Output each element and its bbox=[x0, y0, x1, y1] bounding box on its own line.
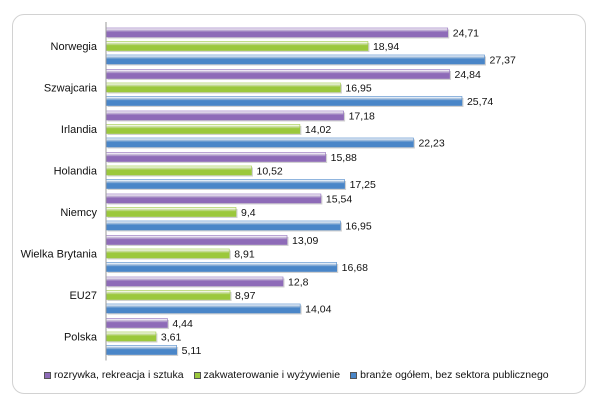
data-label: 14,04 bbox=[305, 304, 331, 316]
data-label: 13,09 bbox=[292, 235, 318, 247]
data-label: 27,37 bbox=[490, 55, 516, 67]
bar bbox=[105, 96, 463, 106]
data-label: 3,61 bbox=[161, 332, 182, 344]
bar bbox=[105, 54, 485, 65]
data-label: 25,74 bbox=[467, 96, 493, 108]
data-label: 16,68 bbox=[342, 262, 368, 274]
category-label: Wielka Brytania bbox=[21, 249, 98, 261]
category-label: Polska bbox=[64, 332, 98, 344]
data-label: 15,88 bbox=[331, 152, 357, 164]
data-label: 24,84 bbox=[455, 69, 481, 81]
category-label: Irlandia bbox=[61, 124, 98, 136]
data-label: 17,18 bbox=[349, 111, 375, 123]
data-label: 4,44 bbox=[172, 318, 193, 330]
data-label: 8,91 bbox=[234, 249, 255, 261]
category-label: EU27 bbox=[69, 290, 97, 302]
category-label: Niemcy bbox=[60, 207, 97, 219]
bar bbox=[105, 152, 326, 162]
category-label: Szwajcaria bbox=[44, 83, 98, 95]
data-label: 5,11 bbox=[182, 345, 202, 357]
data-label: 18,94 bbox=[373, 41, 399, 53]
legend-swatch-series-3 bbox=[350, 371, 358, 379]
data-label: 16,95 bbox=[345, 221, 371, 233]
legend: rozrywka, rekreacja i sztuka zakwaterowa… bbox=[44, 367, 549, 383]
bar bbox=[105, 345, 177, 355]
data-label: 17,25 bbox=[350, 179, 376, 191]
legend-label-series-1: rozrywka, rekreacja i sztuka bbox=[54, 369, 184, 381]
bar bbox=[105, 220, 341, 231]
bar bbox=[105, 27, 449, 38]
bar bbox=[105, 165, 252, 176]
data-label: 16,95 bbox=[345, 83, 371, 95]
legend-label-series-3: branże ogółem, bez sektora publicznego bbox=[360, 369, 549, 381]
bar bbox=[105, 41, 369, 51]
bar bbox=[105, 262, 337, 272]
category-label: Holandia bbox=[54, 166, 98, 178]
data-label: 24,71 bbox=[453, 28, 479, 40]
bar bbox=[105, 303, 301, 314]
bar bbox=[105, 82, 341, 93]
bar bbox=[105, 124, 301, 134]
bar bbox=[105, 235, 288, 245]
bar bbox=[105, 69, 450, 79]
legend-swatch-series-2 bbox=[193, 371, 201, 379]
data-label: 8,97 bbox=[235, 290, 256, 302]
bar bbox=[105, 110, 344, 121]
data-label: 14,02 bbox=[305, 124, 331, 136]
bar bbox=[105, 290, 231, 300]
legend-item-series-1: rozrywka, rekreacja i sztuka bbox=[44, 369, 184, 381]
bar bbox=[105, 248, 230, 259]
legend-swatch-series-1 bbox=[44, 371, 51, 379]
category-label: Norwegia bbox=[51, 41, 98, 53]
bar bbox=[105, 318, 168, 328]
legend-item-series-2: zakwaterowanie i wyżywienie bbox=[193, 369, 341, 381]
bar bbox=[105, 193, 322, 204]
bar bbox=[105, 207, 237, 217]
legend-item-series-3: branże ogółem, bez sektora publicznego bbox=[350, 369, 549, 381]
bar bbox=[105, 137, 414, 148]
data-label: 12,8 bbox=[288, 277, 309, 289]
data-label: 15,54 bbox=[326, 194, 352, 206]
data-label: 9,4 bbox=[241, 207, 256, 219]
bar bbox=[105, 276, 284, 287]
bar bbox=[105, 179, 345, 189]
data-label: 22,23 bbox=[418, 138, 444, 150]
legend-label-series-2: zakwaterowanie i wyżywienie bbox=[203, 369, 341, 381]
data-label: 10,52 bbox=[256, 166, 282, 178]
bar bbox=[105, 331, 157, 342]
